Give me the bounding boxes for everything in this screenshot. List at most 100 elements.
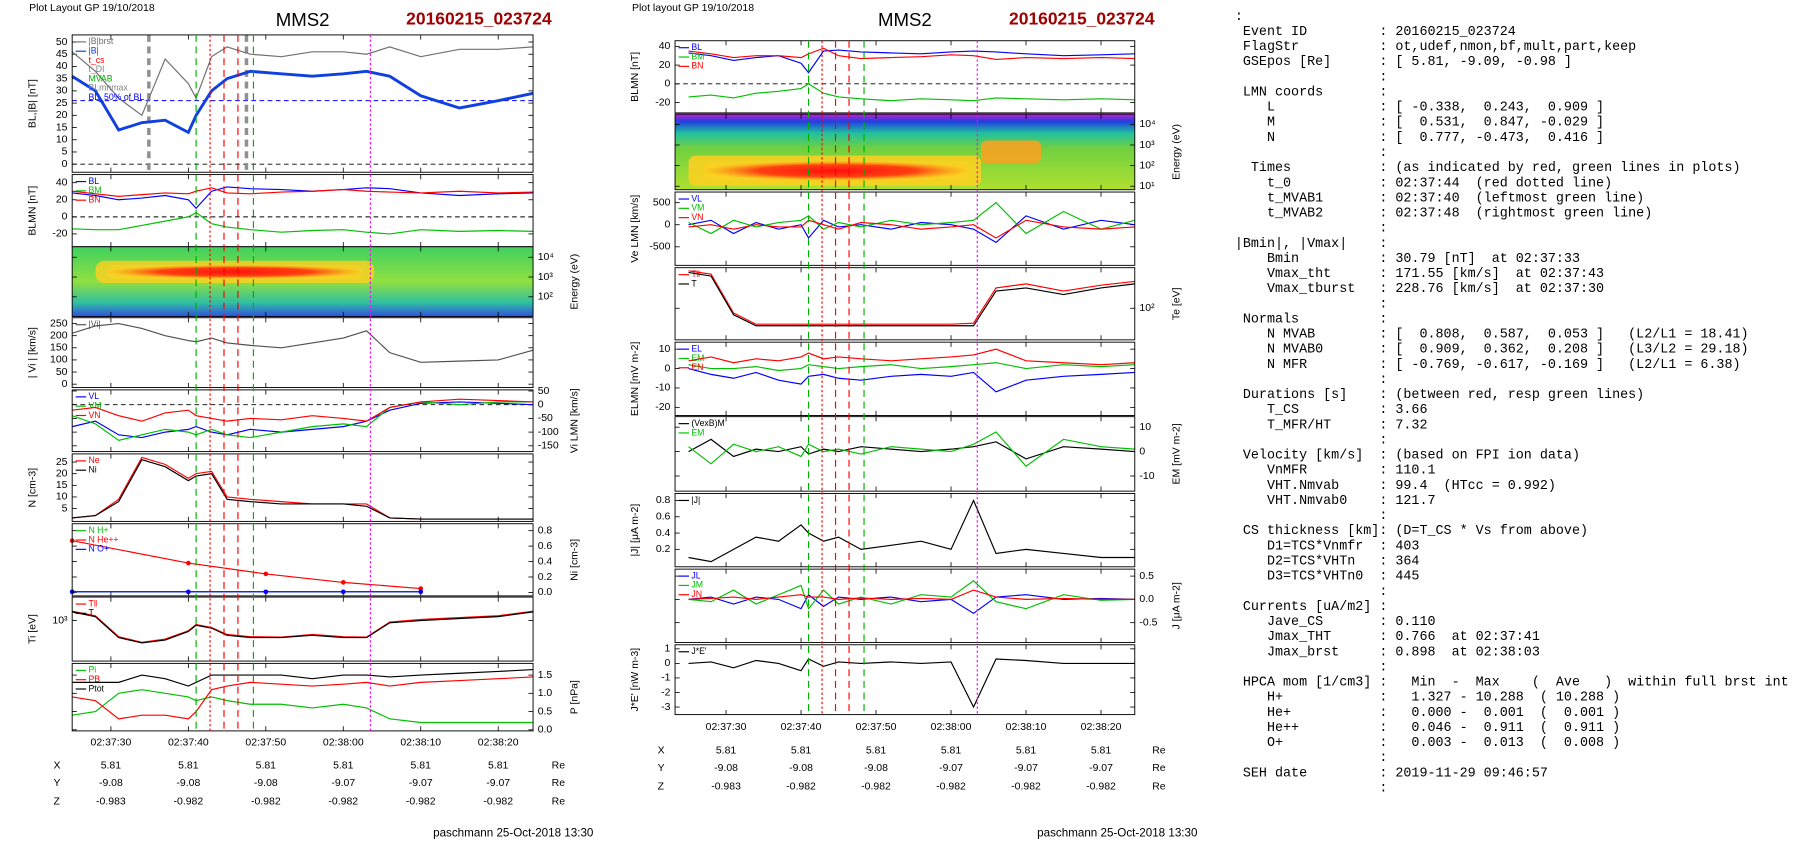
- y-axis-label: Ni [cm-3]: [570, 539, 581, 581]
- series-line: [72, 186, 534, 210]
- position-value: 5.81: [178, 761, 199, 772]
- y-tick-label: 50: [538, 386, 550, 397]
- y-tick-label: 10: [659, 344, 671, 355]
- series-point: [340, 580, 346, 585]
- position-value: 5.81: [411, 761, 432, 772]
- legend-label: VM: [88, 400, 101, 410]
- series-line: [72, 669, 534, 687]
- y-tick-label: 0.5: [1139, 571, 1154, 582]
- position-value: -9.08: [789, 763, 813, 774]
- summary-line: Durations [s] : (between red, resp green…: [1235, 388, 1644, 403]
- panel-frame: [71, 662, 534, 732]
- summary-line: D3=TCS*VHTn0 : 445: [1235, 570, 1420, 585]
- y-tick-label: 10²: [538, 292, 554, 303]
- position-value: -0.982: [1086, 782, 1116, 793]
- legend-label: VN: [88, 410, 100, 420]
- series-point: [186, 589, 191, 595]
- x-tick-label: 02:37:40: [168, 737, 209, 748]
- legend-note: MVAB: [88, 73, 112, 83]
- x-tick-label: 02:37:40: [781, 722, 822, 733]
- summary-line: CS thickness [km]: (D=T_CS * Vs from abo…: [1235, 524, 1588, 539]
- position-value: -0.982: [786, 782, 816, 793]
- position-value: 5.81: [866, 745, 887, 756]
- series-line: [688, 438, 1135, 460]
- y-tick-label: 10²: [1139, 303, 1155, 314]
- panel-frame: [674, 644, 1136, 716]
- summary-line: M : [ 0.531, 0.847, -0.029 ]: [1235, 116, 1604, 131]
- plot-header: Plot Layout GP 19/10/2018: [29, 3, 155, 14]
- y-tick-label: 40: [56, 177, 68, 188]
- legend-label: BL: [691, 42, 702, 52]
- series-line: [72, 211, 534, 235]
- summary-line: Jmax_THT : 0.766 at 02:37:41: [1235, 630, 1540, 645]
- series-line: [71, 46, 534, 117]
- y-tick-label: 0.4: [538, 556, 553, 567]
- x-tick-label: 02:37:50: [856, 722, 897, 733]
- legend-label: Ni: [88, 464, 96, 474]
- legend-note: t_cs: [88, 55, 105, 65]
- series-line: [688, 348, 1135, 366]
- y-tick-label: 10: [1139, 422, 1151, 433]
- legend-note: BLmnmax: [88, 83, 128, 93]
- y-tick-label: 25: [56, 98, 68, 109]
- legend-label: N H+: [88, 525, 108, 535]
- legend-label: BL: [88, 176, 99, 186]
- summary-line: :: [1235, 585, 1387, 600]
- summary-line: Times : (as indicated by red, green line…: [1235, 161, 1741, 176]
- series-line: [688, 219, 1135, 239]
- x-tick-label: 02:38:00: [323, 737, 364, 748]
- summary-line: :: [1235, 222, 1387, 237]
- x-tick-label: 02:37:30: [706, 722, 747, 733]
- position-value: 5.81: [101, 761, 122, 772]
- summary-line: t_MVAB2 : 02:37:48 (rightmost green line…: [1235, 207, 1652, 222]
- y-tick-label: -50: [538, 413, 553, 424]
- legend-label: BM: [691, 51, 704, 61]
- summary-line: Jave_CS : 0.110: [1235, 615, 1436, 630]
- position-value: 5.81: [791, 745, 812, 756]
- summary-line: VHT.Nmvab : 99.4 (HTcc = 0.992): [1235, 479, 1556, 494]
- position-label: Z: [658, 782, 665, 793]
- summary-line: :: [1235, 660, 1387, 675]
- y-tick-label: 1.0: [538, 688, 553, 699]
- y-axis-label: Vi LMN [km/s]: [570, 388, 581, 453]
- summary-line: :: [1235, 373, 1387, 388]
- y-tick-label: 20: [56, 468, 68, 479]
- summary-line: D2=TCS*VHTn : 364: [1235, 555, 1420, 570]
- series-point: [263, 589, 269, 595]
- series-line: [688, 215, 1135, 244]
- y-tick-label: -10: [1139, 471, 1154, 482]
- position-value: -0.982: [861, 782, 891, 793]
- series-line: [688, 580, 1135, 610]
- position-value: -0.982: [251, 797, 281, 808]
- y-tick-label: 30: [56, 86, 68, 97]
- y-axis-label: Ti [eV]: [27, 614, 38, 644]
- position-value: -0.983: [96, 797, 126, 808]
- y-tick-label: 0: [538, 399, 544, 410]
- summary-line: :: [1235, 433, 1387, 448]
- y-tick-label: 0.2: [538, 572, 553, 583]
- y-tick-label: 0: [62, 379, 68, 390]
- legend-label: VL: [691, 193, 702, 203]
- series-line: [72, 689, 534, 724]
- legend-label: |J|: [691, 495, 700, 505]
- legend-label: EN: [691, 362, 703, 372]
- y-tick-label: 0.4: [656, 528, 671, 539]
- summary-line: N MVAB0 : [ 0.909, 0.362, 0.208 ] (L3/L2…: [1235, 343, 1749, 358]
- y-tick-label: 5: [62, 147, 68, 158]
- summary-line: Jmax_brst : 0.898 at 02:38:03: [1235, 645, 1540, 660]
- series-line: [688, 431, 1135, 468]
- spectrogram-band: [107, 264, 363, 279]
- y-axis-label: BLMN [nT]: [27, 186, 38, 236]
- panel-frame: [71, 246, 534, 318]
- y-tick-label: -2: [661, 687, 670, 698]
- y-axis-label: | Vi | [km/s]: [27, 327, 38, 378]
- summary-line: Event ID : 20160215_023724: [1235, 25, 1516, 40]
- summary-line: VnMFR : 110.1: [1235, 464, 1436, 479]
- y-tick-label: 1.5: [538, 670, 553, 681]
- plot-header: Plot layout GP 19/10/2018: [632, 3, 754, 14]
- series-line: [72, 676, 534, 720]
- summary-line: He+ : 0.000 - 0.001 ( 0.001 ): [1235, 706, 1620, 721]
- y-tick-label: -10: [655, 383, 670, 394]
- y-tick-label: 0: [62, 159, 68, 170]
- y-tick-label: -3: [661, 702, 670, 713]
